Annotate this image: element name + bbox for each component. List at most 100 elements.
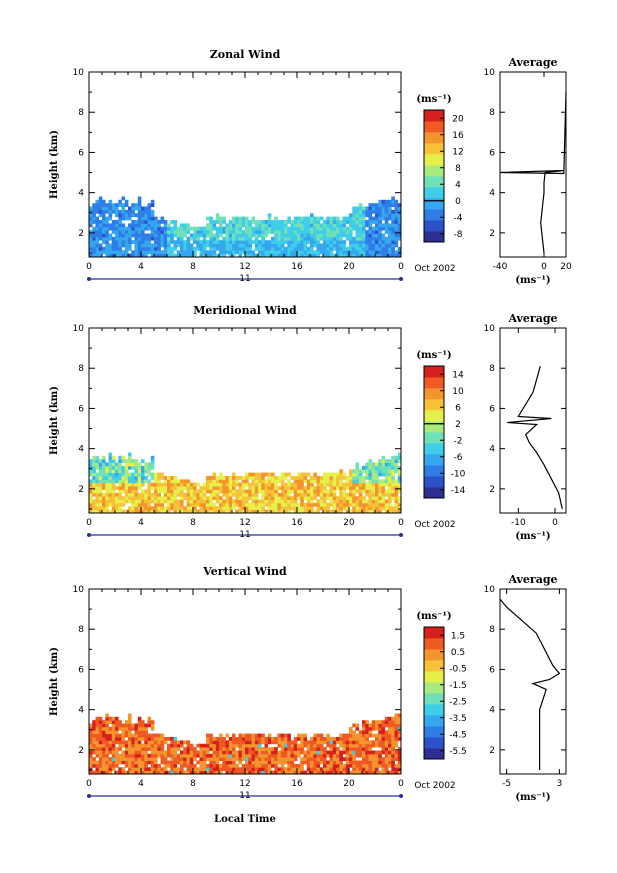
heatmap-cell (222, 743, 226, 748)
heatmap-cell (287, 747, 291, 751)
heatmap-cell (137, 253, 142, 258)
heatmap-cell (167, 499, 171, 504)
heatmap-cell (280, 770, 285, 775)
heatmap-cell (147, 223, 152, 228)
heatmap-cell (196, 240, 200, 244)
heatmap-cell (391, 496, 395, 500)
heatmap-cell (238, 230, 243, 234)
heatmap-cell (176, 747, 181, 751)
y-tick-label: 10 (73, 324, 85, 334)
heatmap-cell (349, 213, 353, 218)
heatmap-cell (124, 496, 129, 500)
colorbar-tick-label: 6 (455, 403, 461, 413)
heatmap-cell (225, 757, 230, 761)
heatmap-cell (222, 220, 226, 224)
heatmap-cell (235, 230, 239, 234)
heatmap-cell (362, 230, 366, 234)
heatmap-cell (176, 240, 181, 244)
heatmap-cell (274, 757, 278, 761)
heatmap-cell (319, 226, 324, 231)
heatmap-cell (147, 246, 152, 251)
heatmap-cell (293, 226, 298, 231)
heatmap-cell (352, 469, 356, 474)
heatmap-cell (365, 499, 369, 504)
heatmap-cell (134, 465, 139, 470)
colorbar-segment (424, 487, 444, 499)
heatmap-cell (362, 743, 366, 748)
heatmap-cell (105, 243, 109, 248)
heatmap-cell (193, 486, 197, 490)
heatmap-cell (89, 496, 93, 500)
heatmap-cell (349, 233, 353, 238)
heatmap-cell (303, 479, 308, 484)
heatmap-cell (248, 492, 252, 497)
heatmap-cell (332, 743, 337, 748)
heatmap-cell (89, 502, 93, 507)
heatmap-cell (98, 716, 103, 721)
x-tick-label: 20 (343, 779, 355, 789)
heatmap-cell (89, 492, 93, 497)
heatmap-cell (196, 243, 200, 248)
heatmap-cell (326, 760, 330, 765)
heatmap-cell (189, 750, 194, 755)
heatmap-cell (349, 486, 353, 490)
heatmap-cell (378, 760, 382, 765)
heatmap-cell (261, 230, 265, 234)
heatmap-cell (167, 737, 171, 741)
colorbar-frame (423, 365, 445, 499)
heatmap-cell (329, 220, 334, 224)
heatmap-cell (98, 203, 103, 207)
heatmap-cell (105, 469, 109, 474)
heatmap-cell (111, 763, 116, 768)
heatmap-cell (280, 250, 285, 255)
heatmap-cell (332, 253, 337, 258)
heatmap-cell (362, 763, 366, 768)
heatmap-cell (365, 243, 369, 248)
heatmap-cell (209, 767, 213, 772)
colorbar-segment (424, 726, 444, 738)
heatmap-cell (248, 733, 252, 738)
heatmap-cell (95, 740, 100, 745)
heatmap-cell (134, 763, 139, 768)
heatmap-cell (209, 499, 213, 504)
heatmap-cell (261, 502, 265, 507)
heatmap-cell (170, 496, 174, 500)
heatmap-cell (300, 499, 304, 504)
heatmap-cell (209, 216, 213, 221)
heatmap-cell (287, 479, 291, 484)
heatmap-cell (245, 509, 249, 514)
heatmap-cell (108, 720, 113, 724)
heatmap-cell (131, 240, 135, 244)
heatmap-cell (251, 760, 256, 765)
heatmap-cell (238, 502, 243, 507)
heatmap-cell (128, 763, 132, 768)
heatmap-cell (147, 233, 152, 238)
heatmap-cell (232, 486, 236, 490)
heatmap-cell (108, 233, 113, 238)
heatmap-cell (397, 713, 402, 718)
day-line-start (87, 277, 91, 281)
heatmap-cell (115, 737, 119, 741)
heatmap-cell (235, 223, 239, 228)
colorbar-segment (424, 110, 444, 122)
heatmap-cell (254, 220, 259, 224)
heatmap-cell (163, 760, 168, 765)
heatmap-cell (388, 250, 392, 255)
heatmap-cell (355, 760, 360, 765)
heatmap-cell (388, 479, 392, 484)
heatmap-cell (397, 213, 402, 218)
heatmap-cell (128, 713, 132, 718)
heatmap-cell (375, 502, 379, 507)
heatmap-cell (300, 737, 304, 741)
heatmap-cell (391, 486, 395, 490)
heatmap-cell (339, 233, 343, 238)
heatmap-cell (215, 476, 220, 480)
heatmap-cell (323, 740, 327, 745)
heatmap-cell (391, 482, 395, 487)
heatmap-cell (157, 737, 161, 741)
heatmap-cell (121, 196, 126, 201)
heatmap-cell (180, 499, 184, 504)
heatmap-cell (388, 502, 392, 507)
heatmap-cell (128, 216, 132, 221)
heatmap-cell (215, 760, 220, 765)
